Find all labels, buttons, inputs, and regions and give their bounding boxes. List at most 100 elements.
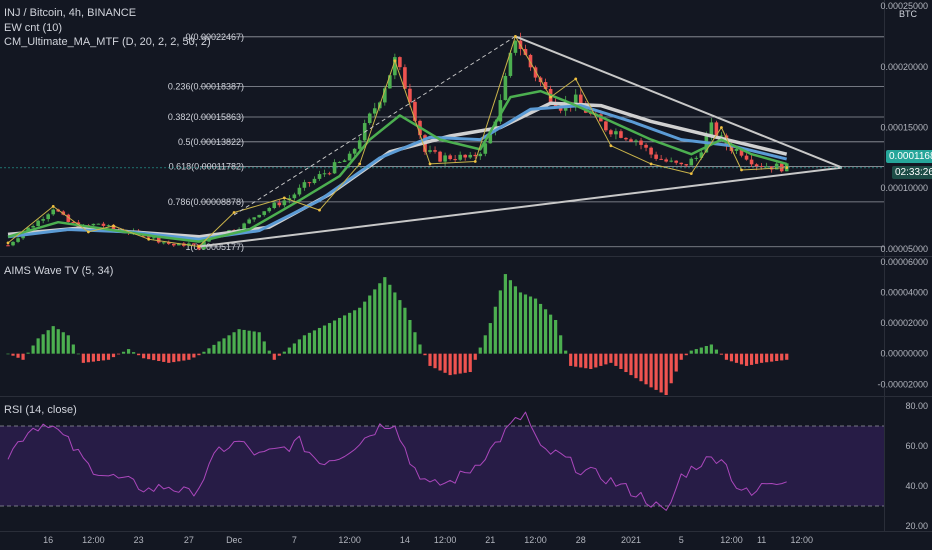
candle-body [347,153,352,161]
fib-level-label: 0.5(0.00013822) [178,137,244,147]
candle-body [242,223,246,230]
wave-pivot-dot [689,172,693,176]
wave-bar [579,353,583,368]
wave-bar [569,353,573,366]
wave-bar [418,344,422,354]
candle-body [533,67,538,78]
candle-body [654,154,658,159]
candle-body [297,187,302,195]
candle-body [458,154,462,160]
wave-bar [192,353,196,358]
candle-body [488,130,493,144]
wave-bar [26,352,30,354]
wave-bar [307,332,312,354]
wave-bar [749,353,754,365]
wave-tick-label: 0.00004000 [880,287,928,297]
wave-bar [61,332,65,354]
rsi-tick-label: 40.00 [905,481,928,491]
candle-body [192,243,196,245]
wave-bar [684,353,688,356]
wave-bar [142,353,146,359]
wave-bar [172,353,176,363]
wave-bar [287,347,291,354]
candle-body [322,173,327,175]
wave-bar [56,329,60,354]
candle-body [16,238,20,242]
wave-bar [413,332,417,354]
wave-bar [654,353,658,390]
candle-body [383,88,387,103]
candle-body [619,131,623,138]
candle-body [739,148,744,156]
wave-bar [111,353,116,358]
wave-bar [629,353,633,376]
candle-body [493,121,498,131]
wave-bar [644,353,648,385]
candle-body [578,94,583,105]
candle-body [694,157,699,159]
candle-body [146,236,151,238]
wave-bar [167,353,171,363]
fib-level-label: 0.786(0.00008878) [168,197,244,207]
candle-body [31,225,35,228]
wave-bar [86,353,90,363]
wave-pivot-dot [574,77,578,81]
wave-bar [317,327,322,354]
candle-body [634,140,638,142]
candle-body [282,200,287,206]
candle-body [257,214,262,218]
wave-bar [312,330,317,354]
wave-bar [739,353,744,365]
candle-body [367,113,372,124]
wave-pivot-dot [393,59,397,63]
wave-bar [634,353,638,379]
candle-body [453,159,457,161]
wave-bar [252,331,256,354]
candle-body [46,214,50,220]
wave-bar [664,353,668,395]
wave-bar [574,353,578,367]
wave-bar [453,353,457,375]
time-tick-label: 23 [134,535,144,545]
ma-indicator-label: CM_Ultimate_MA_MTF (D, 20, 2, 2, 50, 2) [4,36,211,48]
wave-bar [699,347,703,354]
wave-pivot-dot [282,196,286,200]
wave-bar [780,353,784,361]
wave-bar [217,341,221,354]
candle-body [528,54,533,68]
wave-bar [368,295,372,354]
wave-bar [343,315,347,354]
wave-bar [96,353,101,362]
candle-body [352,148,357,154]
time-tick-label: 16 [43,535,53,545]
wave-bar [202,351,206,354]
candle-body [292,194,297,199]
candle-body [669,160,673,162]
wave-bar [393,292,397,354]
candle-body [262,211,267,215]
wave-bar [247,330,251,354]
fib-level-label: 0(0.00022467) [185,32,244,42]
candle-body [614,131,618,135]
wave-bar [765,353,769,363]
candle-body [473,154,478,157]
candle-body [267,208,272,212]
wave-bar [6,353,10,355]
wave-bar [116,353,121,355]
wave-bar [513,286,518,354]
wave-pivot-dot [785,166,789,169]
wave-bar [292,343,296,354]
candle-body [764,166,769,168]
wave-bar [609,353,613,363]
rsi-line [7,411,787,511]
wave-bar [76,353,80,355]
candle-body [714,122,719,137]
wave-pivot-dot [609,144,613,148]
wave-pivot-dot [549,95,553,99]
candle-body [684,164,689,166]
wave-bar [619,353,623,369]
wave-bar [478,347,482,354]
wave-bar [272,353,276,360]
time-tick-label: 12:00 [720,535,743,545]
